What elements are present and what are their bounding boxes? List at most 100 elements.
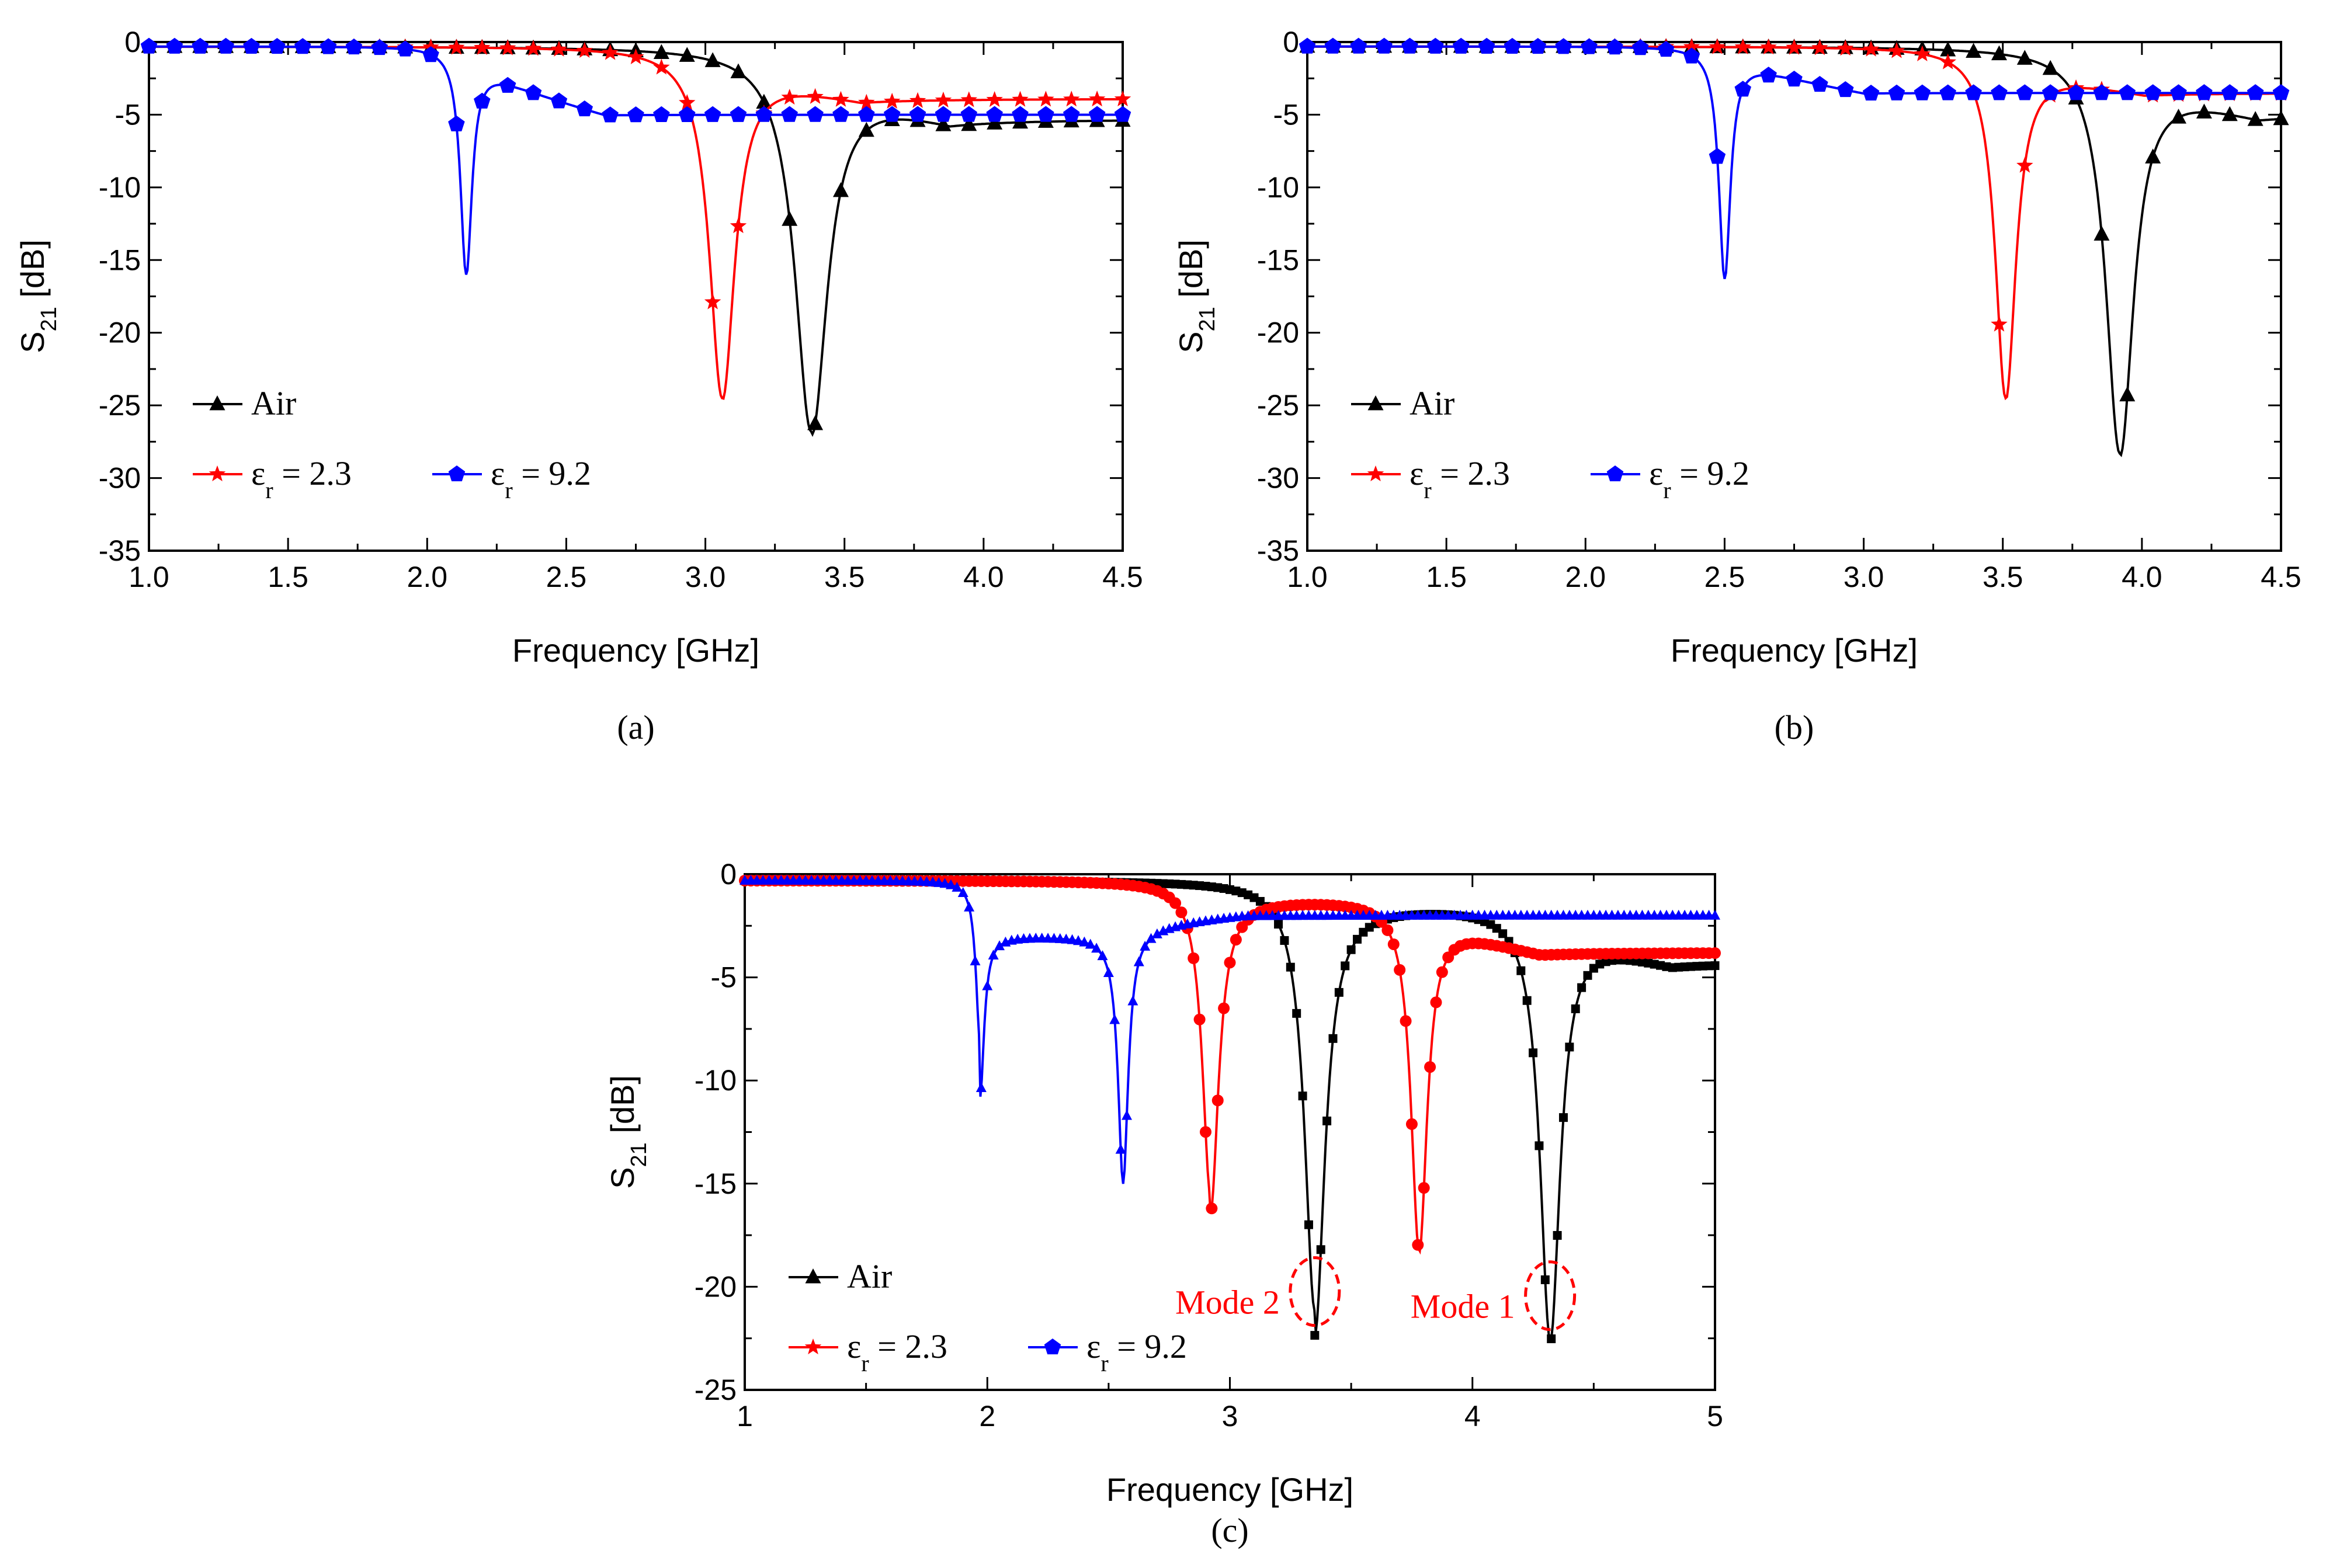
data-point (2094, 225, 2110, 241)
data-point (1346, 945, 1356, 954)
data-point (957, 886, 968, 897)
data-point (192, 37, 209, 54)
data-point (952, 881, 963, 892)
data-point (1091, 943, 1102, 953)
y-tick-label: -10 (1257, 171, 1299, 204)
data-point (525, 40, 542, 56)
data-point (499, 39, 516, 55)
data-point (2221, 84, 2238, 100)
data-point (1350, 37, 1367, 54)
data-point (1940, 41, 1956, 57)
data-point (1571, 1004, 1580, 1013)
data-point (909, 92, 926, 108)
data-point (1436, 966, 1448, 978)
data-point (627, 106, 644, 123)
legend-label-0: Air (847, 1257, 892, 1295)
data-point (1072, 935, 1084, 945)
data-point (474, 39, 491, 55)
data-point (935, 91, 952, 108)
data-point (883, 106, 901, 122)
data-point (1079, 936, 1090, 947)
mode-label-2: Mode 1 (1411, 1288, 1515, 1326)
data-point (678, 94, 696, 110)
data-point (883, 92, 901, 109)
data-point (1914, 45, 1931, 61)
data-point (1424, 1061, 1436, 1073)
mode-label-1: Mode 2 (1175, 1284, 1280, 1322)
x-tick-label: 3.0 (685, 561, 726, 593)
data-point (1012, 91, 1029, 107)
data-point (2119, 386, 2136, 402)
data-point (2042, 84, 2059, 100)
x-tick-label: 2.5 (546, 561, 587, 593)
data-point (550, 92, 568, 109)
data-point (1401, 37, 1418, 54)
data-point (679, 47, 695, 62)
legend: Air εr = 2.3 εr = 9.2 (1351, 384, 1749, 503)
data-point (1522, 996, 1532, 1005)
y-tick-label: -10 (695, 1064, 737, 1097)
data-point (1304, 1220, 1313, 1229)
data-point (1504, 37, 1521, 54)
legend-marker-0 (1367, 395, 1384, 411)
x-tick-label: 4 (1464, 1400, 1481, 1433)
x-axis-title: Frequency [GHz] (1106, 1471, 1353, 1508)
data-point (448, 39, 465, 55)
data-point (1709, 148, 1726, 164)
y-tick-label: -30 (99, 462, 141, 495)
legend-label-0: Air (251, 384, 296, 422)
data-point (1577, 983, 1586, 992)
data-point (755, 106, 773, 122)
y-tick-label: 0 (124, 26, 141, 58)
data-point (576, 41, 593, 58)
y-tick-label: 0 (720, 858, 737, 891)
data-point (1558, 1113, 1568, 1122)
panel-label: (c) (1211, 1511, 1248, 1549)
data-point (1097, 950, 1108, 961)
y-tick-label: -30 (1257, 462, 1299, 495)
data-point (1230, 934, 1242, 946)
data-point (1324, 37, 1342, 54)
data-point (1286, 962, 1295, 972)
data-point (1581, 38, 1598, 54)
data-point (975, 1082, 987, 1093)
data-point (1710, 909, 1720, 920)
legend-label-1: εr = 2.3 (847, 1327, 947, 1376)
data-point (730, 106, 747, 122)
data-point (1334, 988, 1343, 997)
legend-label-1: εr = 2.3 (251, 454, 352, 503)
y-tick-label: -25 (695, 1374, 737, 1406)
data-point (1140, 940, 1151, 951)
data-point (499, 77, 516, 93)
legend-marker-2 (1606, 465, 1624, 482)
data-point (1914, 84, 1931, 100)
data-point (1862, 84, 1880, 101)
data-point (858, 93, 875, 110)
data-point (781, 106, 798, 122)
y-tick-label: -15 (99, 244, 141, 276)
data-point (2273, 110, 2289, 126)
x-tick-label: 1.0 (129, 561, 169, 593)
data-point (2042, 60, 2058, 75)
data-point (243, 37, 260, 54)
data-point (1683, 38, 1700, 54)
data-point (986, 91, 1003, 107)
data-point (627, 48, 644, 64)
data-point (1478, 37, 1495, 54)
data-point (1710, 961, 1720, 971)
data-point (2093, 84, 2110, 100)
x-tick-label: 4.5 (2261, 561, 2301, 593)
data-point (1088, 91, 1106, 107)
mode-circle-2 (1524, 1260, 1577, 1331)
legend-marker-0 (805, 1268, 821, 1284)
panel-label: (a) (617, 708, 654, 746)
data-point (2196, 84, 2213, 100)
data-point (1405, 1118, 1418, 1130)
data-point (602, 44, 619, 60)
data-point (1211, 1094, 1224, 1107)
data-point (1760, 39, 1777, 55)
data-point (1427, 37, 1444, 54)
data-point (2272, 84, 2290, 100)
data-point (1430, 996, 1442, 1009)
x-tick-label: 2.0 (407, 561, 448, 593)
